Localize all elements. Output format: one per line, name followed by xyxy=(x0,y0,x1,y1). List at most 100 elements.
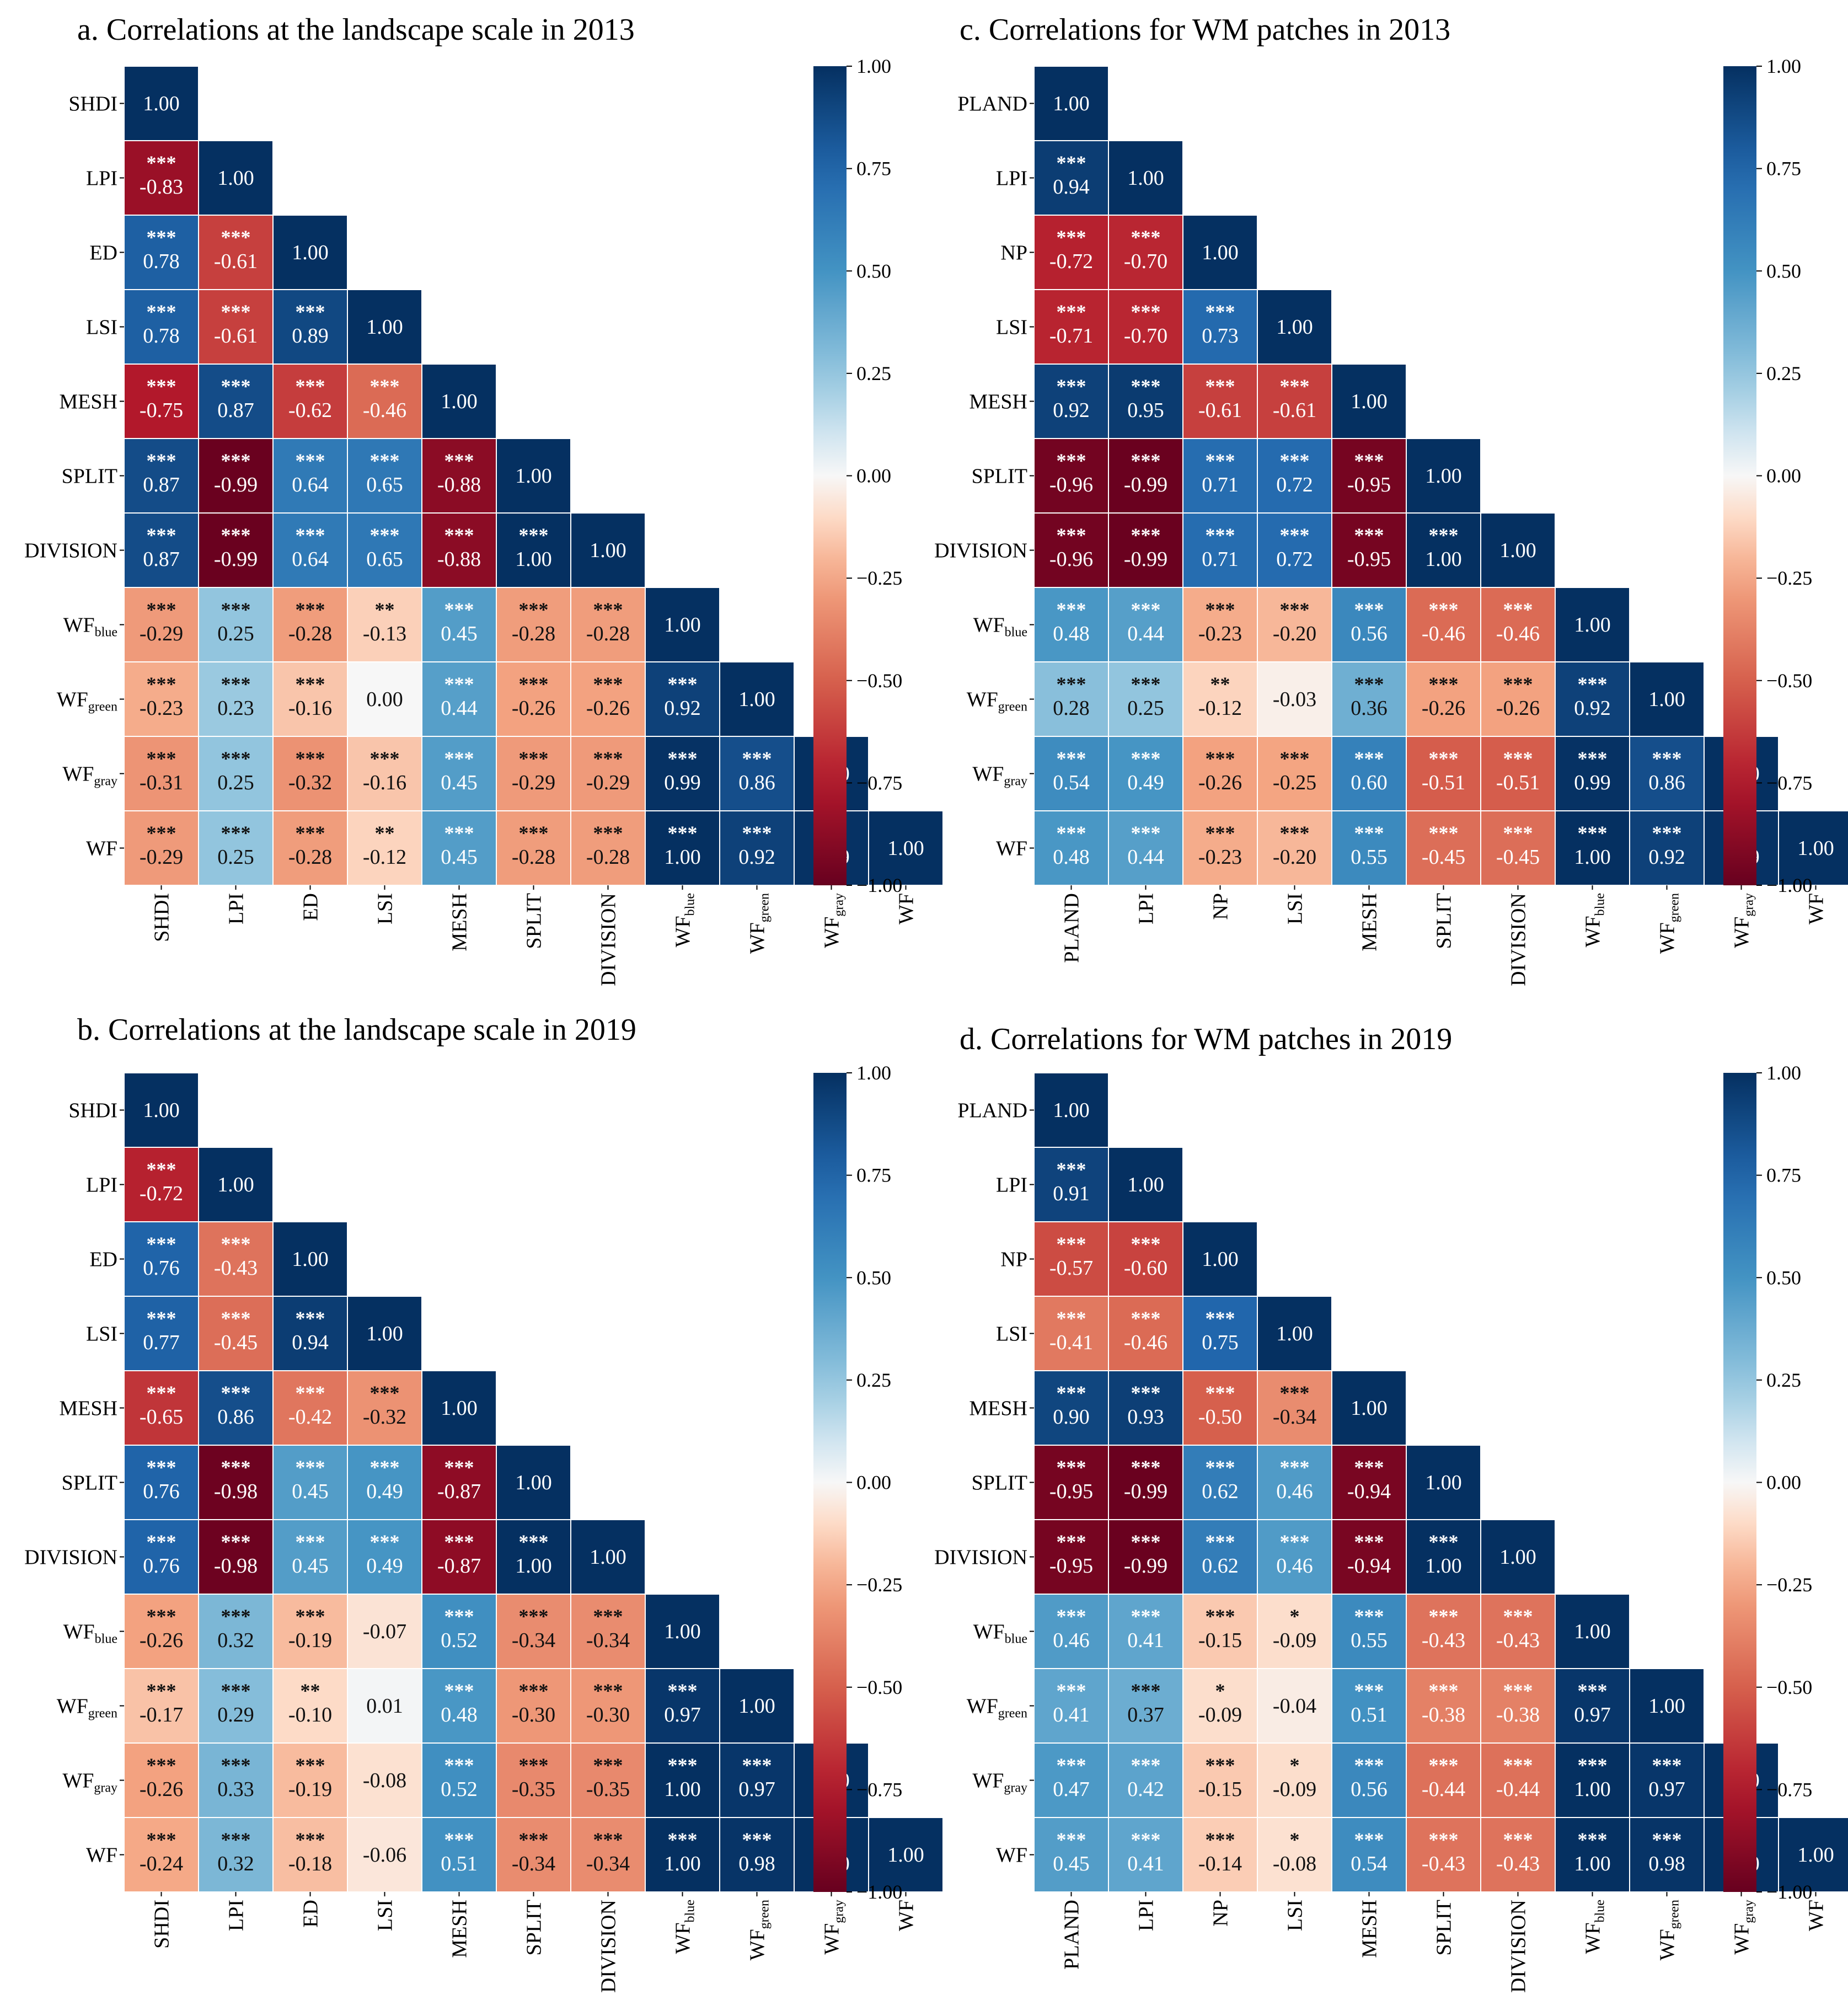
x-tick-label: WFgreen xyxy=(746,1900,772,1960)
significance-label: *** xyxy=(221,598,251,621)
cell-value-label: 0.44 xyxy=(441,697,478,720)
cell-value-label: 0.48 xyxy=(441,1703,478,1726)
cell-value-label: -0.71 xyxy=(1049,324,1093,348)
significance-label: *** xyxy=(1280,524,1310,546)
significance-label: *** xyxy=(1578,1829,1608,1851)
significance-label: *** xyxy=(593,1680,623,1702)
colorbar-tick-label: −0.75 xyxy=(856,772,902,794)
significance-label: *** xyxy=(519,1829,549,1851)
y-tick-label: WFblue xyxy=(63,1621,117,1647)
significance-label: *** xyxy=(1057,152,1086,174)
heatmap-cell xyxy=(1257,512,1332,588)
y-tick-label: PLAND xyxy=(957,1099,1027,1122)
significance-label: *** xyxy=(221,1382,251,1404)
significance-label: *** xyxy=(1057,598,1086,621)
cell-value-label: 0.64 xyxy=(292,548,329,571)
y-tick-label: WFblue xyxy=(973,1621,1027,1647)
significance-label: *** xyxy=(1503,1829,1533,1851)
cell-value-label: 0.97 xyxy=(1574,1703,1611,1726)
heatmap-cell xyxy=(124,1594,199,1669)
heatmap-cell xyxy=(719,1817,795,1893)
x-tick-label: LSI xyxy=(374,1900,397,1931)
cell-value-label: -0.08 xyxy=(363,1769,406,1792)
cell-value-label: 0.87 xyxy=(217,399,254,422)
heatmap-cell xyxy=(272,289,348,365)
significance-label: *** xyxy=(296,1754,325,1776)
colorbar-tick-label: −0.50 xyxy=(856,670,902,692)
y-tick-label: WFgreen xyxy=(57,688,117,714)
cell-value-label: 1.00 xyxy=(1648,1694,1685,1718)
colorbar-tick-label: −0.75 xyxy=(1766,1778,1812,1800)
cell-value-label: 1.00 xyxy=(590,539,626,562)
cell-value-label: 1.00 xyxy=(664,1778,701,1801)
cell-value-label: 1.00 xyxy=(515,464,552,488)
x-tick-label: WFgray xyxy=(821,1900,847,1955)
heatmap-cell xyxy=(1331,1370,1407,1446)
heatmap-cell xyxy=(272,1296,348,1371)
cell-value-label: -0.70 xyxy=(1124,250,1167,273)
y-tick-label: WFgreen xyxy=(967,688,1027,714)
cell-value-label: -0.29 xyxy=(140,846,183,869)
heatmap-cell xyxy=(347,587,422,662)
significance-label: *** xyxy=(1131,375,1161,397)
significance-label: *** xyxy=(668,747,698,769)
significance-label: *** xyxy=(1206,1382,1235,1404)
significance-label: *** xyxy=(1131,226,1161,248)
heatmap-cell xyxy=(496,512,571,588)
cell-value-label: 0.52 xyxy=(441,1629,478,1652)
heatmap-cell xyxy=(347,1519,422,1595)
heatmap-cell xyxy=(719,810,795,886)
heatmap-cell xyxy=(1108,140,1183,216)
cell-value-label: 0.87 xyxy=(143,548,180,571)
cell-value-label: 0.60 xyxy=(1351,771,1388,794)
cell-value-label: -0.04 xyxy=(1273,1694,1316,1718)
cell-value-label: 1.00 xyxy=(1499,1546,1536,1569)
heatmap-cell xyxy=(1182,1370,1258,1446)
significance-label: ** xyxy=(1210,673,1230,695)
cell-value-label: 1.00 xyxy=(143,1099,180,1122)
heatmap-cell xyxy=(1406,512,1481,588)
y-tick-label: SPLIT xyxy=(62,465,117,488)
panel-title: a. Correlations at the landscape scale i… xyxy=(77,13,635,47)
significance-label: *** xyxy=(296,1456,325,1478)
heatmap-cell xyxy=(570,1668,646,1744)
cell-value-label: -0.19 xyxy=(288,1778,332,1801)
cell-value-label: 0.44 xyxy=(1127,622,1164,645)
heatmap-cell xyxy=(1257,363,1332,439)
cell-value-label: 1.00 xyxy=(1351,390,1388,413)
cell-value-label: 0.54 xyxy=(1351,1852,1388,1875)
cell-value-label: 0.56 xyxy=(1351,1778,1388,1801)
significance-label: *** xyxy=(1131,598,1161,621)
cell-value-label: 0.25 xyxy=(217,622,254,645)
cell-value-label: 1.00 xyxy=(217,1173,254,1196)
significance-label: *** xyxy=(147,598,176,621)
heatmap-cell xyxy=(1555,1668,1630,1744)
cell-value-label: -0.72 xyxy=(1049,250,1093,273)
cell-value-label: 0.45 xyxy=(292,1554,329,1578)
significance-label: *** xyxy=(1503,1605,1533,1627)
significance-label: *** xyxy=(593,747,623,769)
significance-label: *** xyxy=(1503,822,1533,844)
significance-label: *** xyxy=(147,1233,176,1255)
y-tick-label: WFgreen xyxy=(967,1695,1027,1721)
heatmap-cell xyxy=(421,1370,497,1446)
significance-label: *** xyxy=(1429,673,1459,695)
significance-label: *** xyxy=(221,1307,251,1329)
heatmap-cell xyxy=(198,1817,274,1893)
x-tick-label: PLAND xyxy=(1060,1900,1084,1970)
significance-label: *** xyxy=(1354,1829,1384,1851)
heatmap-cell xyxy=(421,363,497,439)
cell-value-label: 0.32 xyxy=(217,1852,254,1875)
significance-label: *** xyxy=(147,1158,176,1180)
cell-value-label: 0.45 xyxy=(1053,1852,1090,1875)
cell-value-label: -0.09 xyxy=(1273,1629,1316,1652)
cell-value-label: 1.00 xyxy=(441,390,478,413)
colorbar-tick-label: 0.25 xyxy=(1766,362,1801,384)
heatmap-cell xyxy=(198,140,274,216)
cell-value-label: 1.00 xyxy=(292,1248,329,1271)
cell-value-label: 0.86 xyxy=(738,771,775,794)
significance-label: *** xyxy=(1578,822,1608,844)
colorbar-tick-label: −0.25 xyxy=(856,567,902,589)
cell-value-label: -0.20 xyxy=(1273,846,1316,869)
significance-label: *** xyxy=(1131,1605,1161,1627)
